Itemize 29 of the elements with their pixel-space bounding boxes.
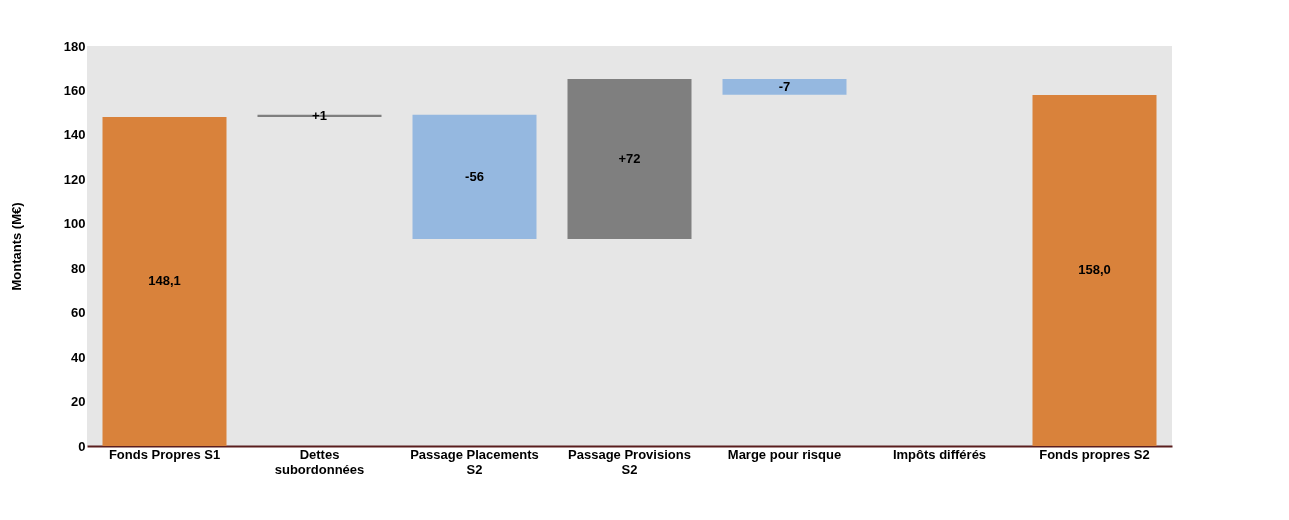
data-label: +1 [312,107,327,123]
y-tick-label: 140 [63,127,86,143]
x-tick-label: Fonds propres S2 [1039,446,1150,462]
x-tick-label: Passage Provisions S2 [568,446,691,477]
x-tick-label: Fonds Propres S1 [108,446,221,462]
y-tick-label: 60 [71,305,86,321]
y-tick-label: 20 [71,394,86,410]
bar [567,79,692,240]
x-tick-label: Impôts différés [892,446,987,462]
data-label: -56 [465,168,484,184]
x-tick-label: Dettes subordonnées [274,446,365,477]
data-label: +72 [618,151,641,167]
data-label: 148,1 [148,273,181,289]
data-label: -7 [778,78,791,94]
y-tick-label: 80 [71,260,86,276]
data-label: 158,0 [1078,262,1111,278]
y-tick-label: 180 [63,38,86,54]
y-tick-label: 120 [63,171,86,187]
y-tick-label: 100 [63,216,86,232]
y-tick-label: 160 [63,82,86,98]
x-tick-label: Marge pour risque [727,446,842,462]
y-axis-title: Montants (M€) [8,202,24,291]
bar [722,79,847,95]
y-tick-label: 0 [78,438,86,454]
bar [102,116,227,446]
y-tick-label: 40 [71,349,86,365]
x-tick-label: Passage Placements S2 [410,446,539,477]
bar [1032,94,1157,446]
bar [412,114,537,240]
